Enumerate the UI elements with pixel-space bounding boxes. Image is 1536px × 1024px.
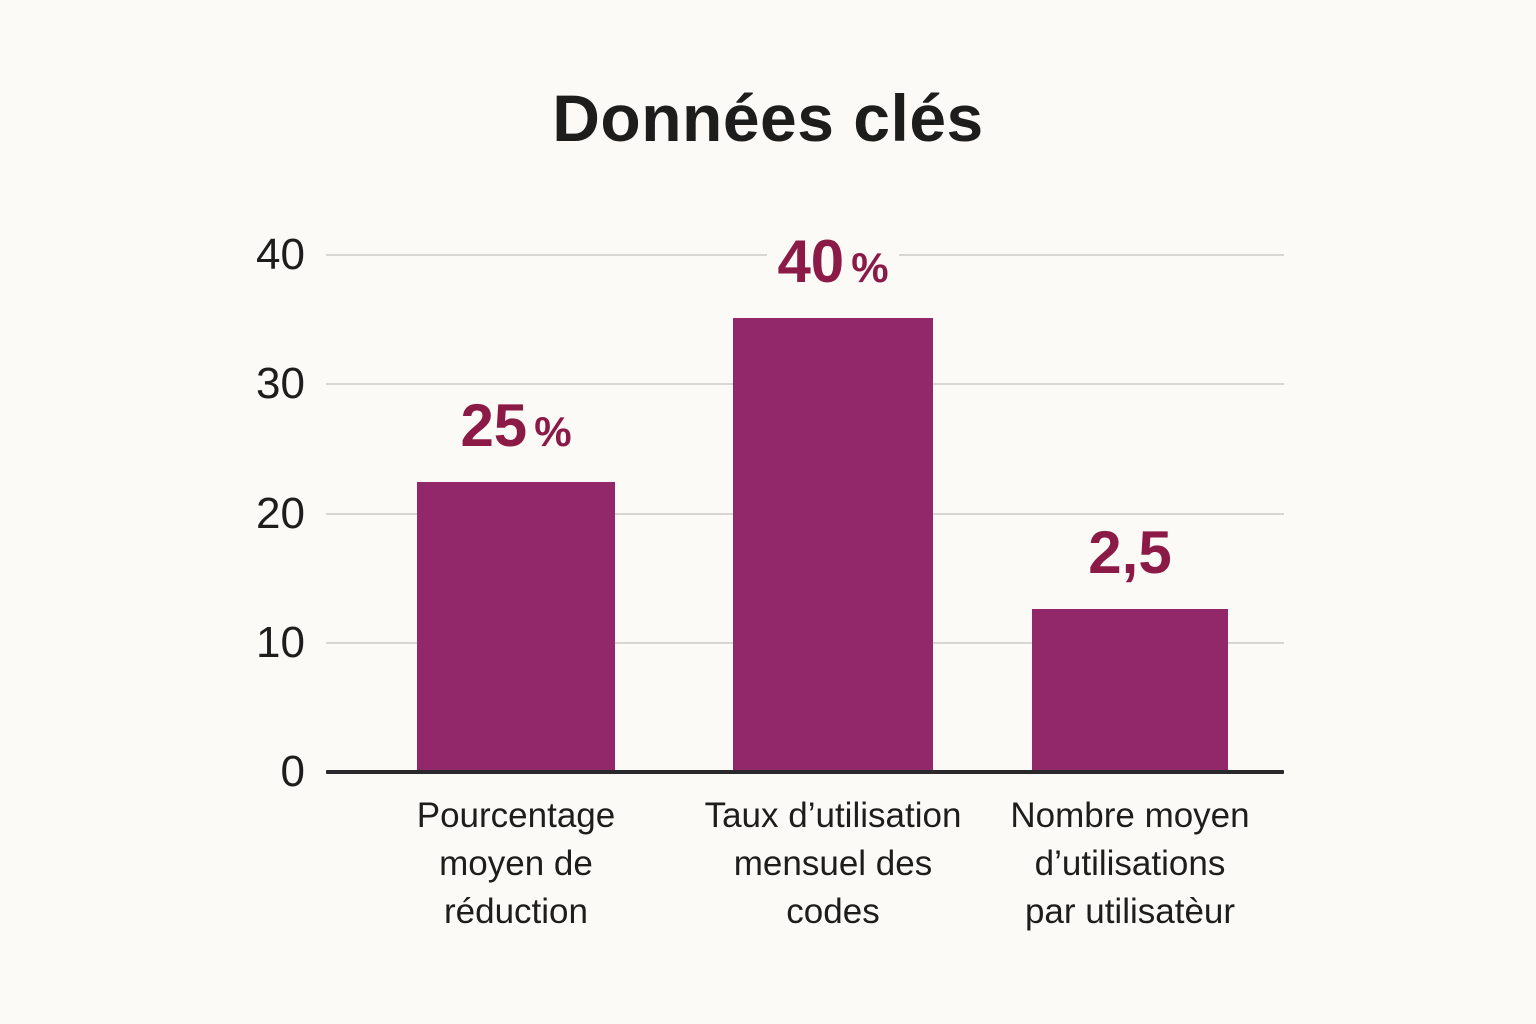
- x-category-label-line: Taux d’utilisation: [704, 796, 962, 835]
- bar: [417, 482, 615, 772]
- y-axis-tick-label: 10: [256, 617, 305, 667]
- bar-value-label-text: 40%: [767, 230, 899, 311]
- y-axis-tick-label: 0: [280, 747, 305, 796]
- x-category-label-line: moyen de: [439, 844, 593, 883]
- x-category-label: Pourcentage moyen de réduction: [336, 792, 696, 936]
- x-category-label-line: réduction: [444, 892, 588, 931]
- x-category-label-line: par utilisatèur: [1024, 892, 1236, 931]
- bar-value-label: 2,5: [950, 521, 1310, 602]
- x-category-label-line: Nombre moyen: [1010, 796, 1250, 835]
- x-category-label: Taux d’utilisation mensuel des codes: [653, 792, 1013, 936]
- bar-value-label: 25%: [336, 394, 696, 475]
- x-category-label-line: mensuel des: [733, 844, 933, 883]
- y-axis-tick-label: 40: [256, 230, 305, 279]
- x-axis-line: [326, 770, 1284, 774]
- x-category-label-line: codes: [786, 892, 880, 931]
- y-axis-tick-label: 30: [256, 359, 305, 409]
- x-category-label: Nombre moyen d’utilisations par utilisatèu…: [950, 792, 1310, 936]
- x-category-label-line: Pourcentage: [416, 796, 616, 835]
- bar-value-label-text: 2,5: [1078, 521, 1182, 602]
- chart-title: Données clés: [552, 81, 984, 155]
- bar-value-label: 40%: [653, 230, 1013, 311]
- x-category-label-line: d’utilisations: [1034, 844, 1226, 883]
- y-axis-tick-label: 20: [256, 488, 305, 538]
- bar: [733, 318, 933, 772]
- bar-value-label-text: 25%: [450, 394, 582, 475]
- bar: [1032, 609, 1228, 772]
